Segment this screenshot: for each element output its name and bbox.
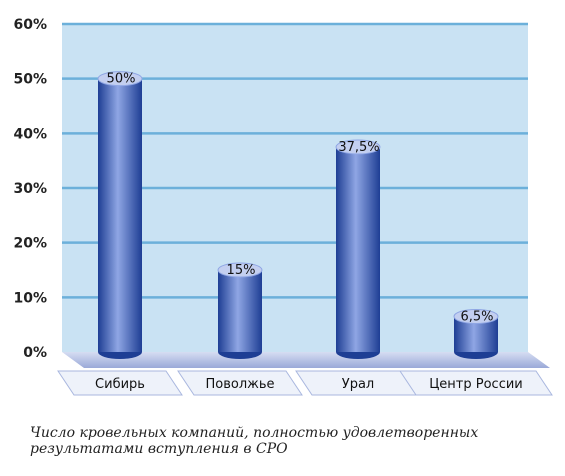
bar-top bbox=[335, 139, 381, 155]
category-box bbox=[57, 370, 183, 396]
data-label: 50% bbox=[107, 72, 136, 87]
y-tick-label: 40% bbox=[13, 126, 47, 142]
x-tick-label: Поволжье bbox=[205, 377, 274, 392]
bar-top bbox=[453, 308, 499, 324]
bar-3: 6,5% bbox=[453, 308, 499, 359]
category-label-2: Урал bbox=[295, 370, 421, 396]
x-tick-label: Центр России bbox=[429, 377, 523, 392]
category-box bbox=[177, 370, 303, 396]
category-label-0: Сибирь bbox=[57, 370, 183, 396]
bar-body bbox=[98, 78, 142, 353]
data-label: 37,5% bbox=[338, 140, 379, 155]
category-label-3: Центр России bbox=[399, 370, 553, 396]
x-tick-label: Сибирь bbox=[95, 377, 145, 392]
y-tick-label: 10% bbox=[13, 290, 47, 306]
bar-1: 15% bbox=[217, 262, 263, 359]
bar-2: 37,5% bbox=[335, 139, 381, 359]
y-axis: 0% 10% 20% 30% 40% 50% 60% bbox=[13, 17, 47, 361]
y-tick-label: 60% bbox=[13, 17, 47, 33]
x-tick-label: Урал bbox=[342, 377, 374, 392]
y-tick-label: 30% bbox=[13, 181, 47, 197]
bar-0: 50% bbox=[97, 71, 143, 359]
y-tick-label: 20% bbox=[13, 236, 47, 252]
bar-chart: 0% 10% 20% 30% 40% 50% 60% 50% 15% 37,5% 6,5% Сиб… bbox=[13, 17, 553, 396]
category-label-1: Поволжье bbox=[177, 370, 303, 396]
data-label: 6,5% bbox=[460, 309, 493, 324]
category-box bbox=[399, 370, 553, 396]
chart-caption: Число кровельных компаний, полностью удо… bbox=[30, 425, 479, 457]
x-axis-labels: Сибирь Поволжье Урал Центр России bbox=[57, 370, 553, 396]
bars: 50% 15% 37,5% 6,5% bbox=[97, 71, 499, 359]
bar-body bbox=[218, 270, 262, 352]
bar-body bbox=[336, 147, 380, 352]
y-tick-label: 0% bbox=[23, 345, 47, 361]
bar-top bbox=[97, 71, 143, 87]
chart-floor bbox=[62, 352, 550, 368]
bar-top bbox=[217, 262, 263, 278]
data-label: 15% bbox=[227, 263, 256, 278]
y-tick-label: 50% bbox=[13, 72, 47, 88]
